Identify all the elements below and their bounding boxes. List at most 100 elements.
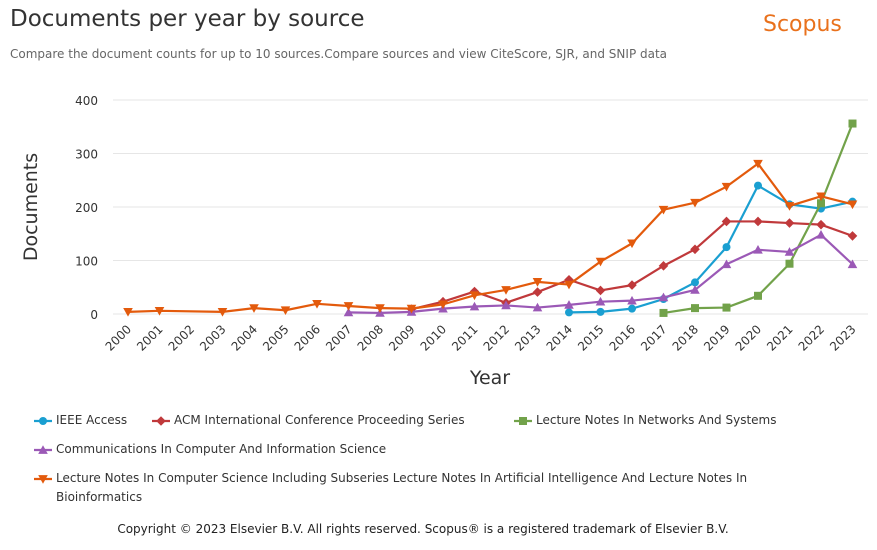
data-point[interactable] (501, 286, 511, 295)
series-0 (565, 181, 857, 317)
x-tick-label: 2021 (764, 322, 795, 353)
legend-item[interactable]: ACM International Conference Proceeding … (152, 411, 465, 430)
x-tick-label: 2001 (134, 322, 165, 353)
data-point[interactable] (754, 291, 762, 300)
series-2 (659, 119, 857, 317)
y-tick-label: 300 (75, 148, 98, 162)
data-point[interactable] (469, 291, 480, 301)
data-point[interactable] (690, 244, 700, 255)
series-line (568, 184, 853, 314)
legend-swatch-marker[interactable] (39, 417, 47, 425)
data-point[interactable] (438, 300, 448, 310)
data-point[interactable] (753, 216, 763, 227)
data-point[interactable] (406, 304, 417, 314)
x-tick-label: 2017 (638, 322, 669, 353)
x-tick-label: 2011 (449, 322, 480, 353)
data-point[interactable] (595, 296, 606, 306)
data-point[interactable] (658, 261, 669, 271)
data-point[interactable] (658, 205, 669, 215)
data-point[interactable] (691, 304, 699, 313)
data-point[interactable] (659, 308, 668, 317)
data-point[interactable] (217, 308, 228, 317)
data-point[interactable] (501, 300, 511, 310)
x-tick-label: 2005 (260, 322, 291, 353)
data-point[interactable] (596, 307, 605, 316)
x-tick-label: 2006 (292, 322, 323, 353)
data-point[interactable] (754, 181, 762, 190)
legend-swatch-marker[interactable] (519, 417, 527, 425)
x-tick-label: 2007 (323, 322, 354, 353)
legend-swatch-marker[interactable] (156, 416, 166, 426)
data-point[interactable] (564, 300, 574, 309)
x-tick-label: 2022 (796, 322, 827, 353)
data-point[interactable] (627, 239, 637, 249)
data-point[interactable] (154, 306, 165, 316)
series-4 (123, 159, 858, 317)
x-tick-label: 2013 (512, 322, 543, 353)
data-point[interactable] (564, 274, 574, 285)
data-point[interactable] (753, 159, 763, 169)
data-point[interactable] (691, 278, 699, 287)
legend-swatch-marker[interactable] (38, 445, 48, 454)
data-point[interactable] (848, 119, 857, 128)
x-tick-label: 2012 (481, 322, 512, 353)
legend-swatch-marker[interactable] (38, 475, 48, 484)
legend-swatch (152, 416, 170, 426)
data-point[interactable] (722, 243, 731, 252)
legend-item[interactable]: Communications In Computer And Informati… (34, 440, 386, 459)
data-point[interactable] (847, 200, 858, 210)
data-point[interactable] (784, 202, 795, 211)
legend-label: IEEE Access (56, 413, 128, 427)
legend-item[interactable]: Lecture Notes In Networks And Systems (514, 411, 776, 430)
data-point[interactable] (721, 182, 732, 192)
x-tick-label: 2023 (827, 322, 858, 353)
x-tick-label: 2002 (166, 322, 197, 353)
data-point[interactable] (784, 218, 795, 228)
data-point[interactable] (847, 231, 858, 241)
data-point[interactable] (817, 199, 825, 208)
data-point[interactable] (123, 308, 133, 317)
data-point[interactable] (564, 280, 574, 290)
data-point[interactable] (721, 259, 732, 269)
x-tick-label: 2019 (701, 322, 732, 353)
data-point[interactable] (690, 285, 700, 294)
data-point[interactable] (690, 198, 700, 208)
data-point[interactable] (343, 307, 354, 317)
data-point[interactable] (249, 304, 259, 313)
legend-swatch (34, 445, 52, 454)
legend-label: Lecture Notes In Computer Science Includ… (56, 471, 748, 504)
data-point[interactable] (532, 287, 543, 297)
series-line (127, 162, 853, 313)
data-point[interactable] (816, 219, 826, 230)
data-point[interactable] (565, 308, 573, 317)
data-point[interactable] (658, 292, 669, 302)
data-point[interactable] (721, 216, 732, 227)
legend-item[interactable]: Lecture Notes In Computer Science Includ… (34, 469, 774, 507)
data-point[interactable] (595, 285, 606, 296)
data-point[interactable] (627, 280, 637, 290)
scopus-logo[interactable]: Scopus (763, 12, 842, 37)
data-point[interactable] (375, 304, 385, 313)
data-point[interactable] (628, 304, 636, 313)
data-point[interactable] (847, 259, 858, 269)
data-point[interactable] (343, 302, 354, 311)
data-point[interactable] (785, 259, 794, 268)
data-point[interactable] (312, 299, 322, 309)
data-point[interactable] (532, 278, 543, 287)
series-3 (343, 230, 858, 317)
data-point[interactable] (627, 295, 637, 305)
data-point[interactable] (816, 192, 826, 202)
legend-item[interactable]: IEEE Access (34, 411, 127, 430)
data-point[interactable] (753, 245, 763, 254)
data-point[interactable] (784, 247, 795, 256)
data-point[interactable] (469, 301, 480, 311)
data-point[interactable] (280, 306, 291, 316)
page-subtitle: Compare the document counts for up to 10… (10, 47, 668, 61)
data-point[interactable] (722, 303, 731, 312)
data-point[interactable] (816, 230, 826, 239)
data-point[interactable] (595, 257, 606, 267)
legend-label: Lecture Notes In Networks And Systems (536, 413, 777, 427)
x-tick-label: 2015 (575, 322, 606, 353)
data-point[interactable] (532, 302, 543, 312)
